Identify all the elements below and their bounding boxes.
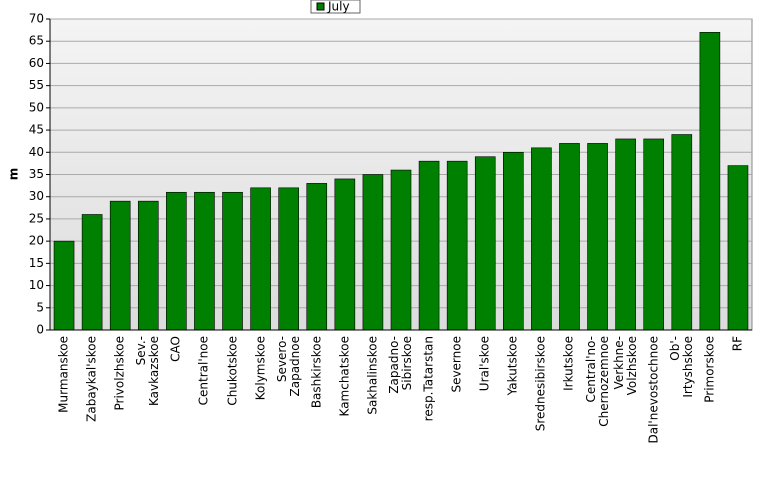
x-tick-label: Primorskoe (702, 336, 717, 403)
x-tick-label: Bashkirskoe (309, 336, 324, 409)
x-tick-label: Sev.- Kavkazskoe (134, 336, 162, 407)
bar (418, 160, 440, 331)
bar (278, 187, 299, 331)
bar (53, 240, 75, 331)
x-tick-label: Dal'nevostochnoe (646, 336, 661, 444)
bar (474, 156, 496, 331)
x-tick-label: RF (730, 336, 745, 352)
x-tick-label: Severo- Zapadnoe (274, 336, 302, 397)
y-tick-label: 35 (29, 167, 44, 181)
x-tick-label: CAO (168, 336, 183, 362)
y-tick-label: 60 (29, 56, 44, 70)
bar (699, 32, 721, 331)
bar (643, 138, 665, 331)
bar (194, 191, 215, 331)
bar (615, 138, 636, 331)
x-tick-label: Kolymskoe (253, 336, 268, 401)
y-tick-label: 5 (36, 300, 44, 314)
x-tick-label: Central'no- Chernozemnoe (583, 336, 611, 427)
bar (306, 183, 328, 331)
x-tick-label: Murmanskoe (56, 336, 71, 413)
y-tick-label: 0 (36, 323, 44, 337)
x-tick-label: Ob'- Irtyshskoe (667, 336, 695, 398)
bar (531, 147, 552, 331)
bar (446, 160, 468, 331)
y-tick-label: 70 (29, 12, 44, 26)
y-tick-label: 10 (29, 278, 44, 292)
x-tick-label: Kamchatskoe (337, 336, 352, 417)
bar (250, 187, 271, 331)
y-tick-label: 15 (29, 256, 44, 270)
x-tick-label: Zapadno- Sibirskoe (387, 336, 414, 394)
y-tick-label: 65 (29, 34, 44, 48)
bar (137, 200, 159, 331)
x-tick-label: Srednesibirskoe (533, 336, 548, 432)
bar (390, 169, 412, 331)
y-tick-label: 30 (29, 189, 44, 203)
legend-swatch (316, 2, 325, 11)
y-tick-label: 25 (29, 211, 44, 225)
y-tick-label: 45 (29, 123, 44, 137)
x-tick-label: Chukotskoe (225, 336, 240, 406)
bar (362, 174, 384, 331)
x-tick-label: Irkutskoe (561, 336, 576, 391)
x-tick-label: Sakhalinskoe (365, 336, 380, 415)
bar (222, 191, 243, 331)
legend-label: July (327, 0, 350, 14)
x-tick-label: Central'noe (196, 336, 211, 406)
y-axis-label: m (7, 168, 21, 181)
x-tick-label: Zabaykal'skoe (84, 336, 99, 422)
bar (727, 165, 749, 331)
x-tick-label: Ural'skoe (477, 336, 492, 392)
bar (334, 178, 356, 331)
x-tick-label: Yakutskoe (505, 336, 520, 396)
bar (671, 134, 693, 331)
x-tick-label: Privolzhskoe (112, 336, 127, 411)
x-tick-label: resp.Tatarstan (421, 336, 436, 422)
bar (587, 143, 608, 331)
y-tick-label: 40 (29, 145, 44, 159)
bar (166, 191, 187, 331)
y-tick-label: 50 (29, 100, 44, 114)
bar (559, 143, 580, 331)
x-tick-label: Verkhne- Volzhskoe (611, 336, 639, 396)
bar (109, 200, 131, 331)
y-tick-label: 20 (29, 234, 44, 248)
bar (503, 151, 524, 331)
y-tick-label: 55 (29, 78, 44, 92)
bar (81, 214, 103, 331)
x-tick-label: Severnoe (449, 336, 464, 393)
